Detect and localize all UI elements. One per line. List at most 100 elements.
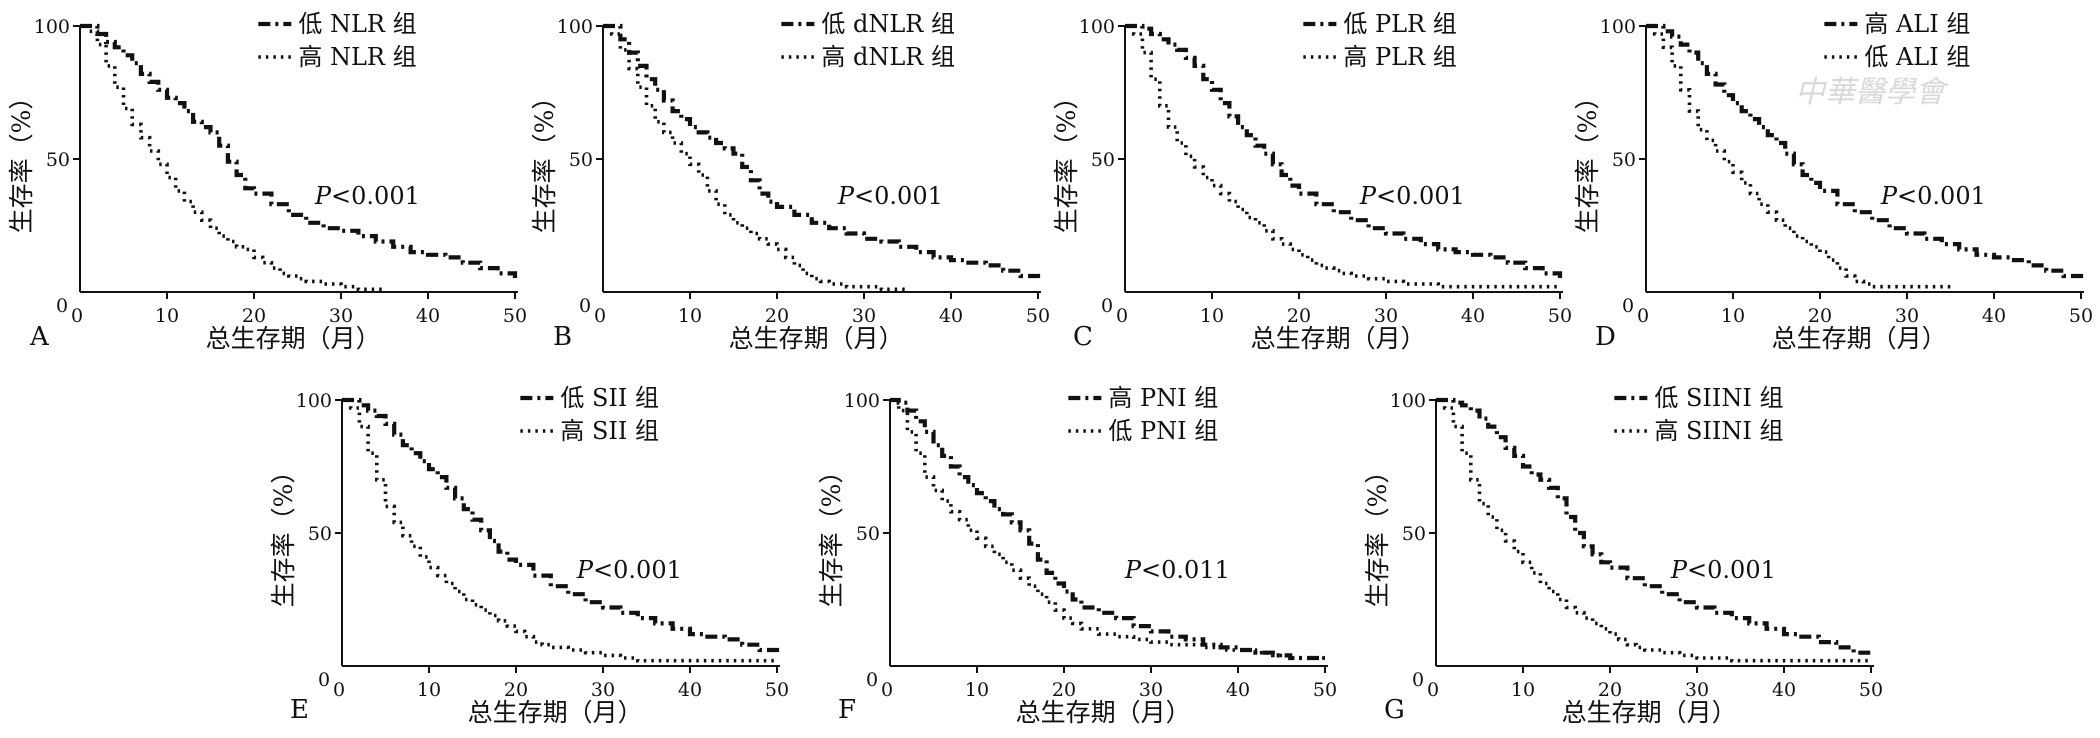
x-tick-label: 30 xyxy=(591,679,615,701)
panel-letter: F xyxy=(838,695,856,725)
km-panel-b: 10 20 30 40 50 00 50 100 总生存期（月） 生存率（%） B P<0.001 低 … xyxy=(530,10,1050,353)
p-value-label: P<0.011 xyxy=(1124,556,1230,584)
y-axis-label: 生存率（%） xyxy=(1573,85,1602,234)
x-axis-label: 总生存期（月） xyxy=(1772,324,1947,353)
p-value-label: P<0.001 xyxy=(837,182,943,210)
y-tick-label-origin: 0 xyxy=(56,295,68,317)
x-tick-label: 40 xyxy=(678,679,702,701)
legend-label: 低 ALI 组 xyxy=(1864,43,1970,71)
legend-label: 高 PNI 组 xyxy=(1108,384,1218,412)
y-axis-label: 生存率（%） xyxy=(1052,85,1081,234)
legend-label: 高 ALI 组 xyxy=(1864,10,1970,38)
y-tick-label-origin: 0 xyxy=(866,669,878,691)
x-tick-label: 10 xyxy=(965,679,989,701)
x-tick-label: 50 xyxy=(503,305,527,327)
km-panel-g: 10 20 30 40 50 00 50 100 总生存期（月） 生存率（%） G P<0.001 低 … xyxy=(1363,384,1883,727)
y-tick-label: 100 xyxy=(1079,16,1115,38)
km-curve-primary xyxy=(342,397,780,656)
x-tick-label: 40 xyxy=(939,305,963,327)
x-tick-label: 40 xyxy=(1982,305,2006,327)
x-tick-label: 40 xyxy=(1226,679,1250,701)
x-tick-label-origin: 0 xyxy=(1116,305,1128,327)
x-tick-label: 10 xyxy=(1511,679,1535,701)
y-tick-label: 100 xyxy=(557,16,593,38)
km-curve-primary xyxy=(890,397,1325,661)
y-axis-label: 生存率（%） xyxy=(1363,459,1392,608)
x-tick-label-origin: 0 xyxy=(881,679,893,701)
y-tick-label-origin: 0 xyxy=(579,295,591,317)
x-tick-label: 50 xyxy=(1548,305,1572,327)
y-axis-label: 生存率（%） xyxy=(7,85,36,234)
panel-letter: B xyxy=(553,322,572,352)
legend-label: 低 NLR 组 xyxy=(298,10,416,38)
y-tick-label: 100 xyxy=(296,390,332,412)
km-curve-primary xyxy=(603,23,1041,279)
y-tick-label-origin: 0 xyxy=(1101,295,1113,317)
y-axis-label: 生存率（%） xyxy=(817,459,846,608)
x-tick-label: 40 xyxy=(1461,305,1485,327)
y-tick-label: 50 xyxy=(856,523,880,545)
km-curve-secondary xyxy=(1125,24,1560,289)
legend-label: 低 SIINI 组 xyxy=(1654,384,1783,412)
x-tick-label: 30 xyxy=(1139,679,1163,701)
y-tick-label: 50 xyxy=(569,149,593,171)
x-tick-label: 30 xyxy=(852,305,876,327)
legend-label: 高 SIINI 组 xyxy=(1654,417,1783,445)
x-axis-label: 总生存期（月） xyxy=(1016,698,1191,727)
x-tick-label: 50 xyxy=(1313,679,1337,701)
y-axis-label: 生存率（%） xyxy=(530,85,559,234)
km-curve-primary xyxy=(1125,23,1563,279)
x-tick-label: 10 xyxy=(417,679,441,701)
x-tick-label-origin: 0 xyxy=(1637,305,1649,327)
legend-label: 低 SII 组 xyxy=(560,384,659,412)
y-tick-label-origin: 0 xyxy=(318,669,330,691)
x-tick-label: 50 xyxy=(765,679,789,701)
km-panel-c: 10 20 30 40 50 00 50 100 总生存期（月） 生存率（%） C P<0.001 低 … xyxy=(1052,10,1572,353)
legend-label: 低 PNI 组 xyxy=(1108,417,1218,445)
x-axis-label: 总生存期（月） xyxy=(1251,324,1426,353)
km-curve-primary xyxy=(1436,397,1874,656)
x-tick-label: 50 xyxy=(1859,679,1883,701)
watermark: 中華醫學會 xyxy=(1795,75,1949,110)
legend-label: 低 dNLR 组 xyxy=(821,10,955,38)
panel-letter: G xyxy=(1384,695,1405,725)
y-tick-label: 50 xyxy=(1402,523,1426,545)
p-value-label: P<0.001 xyxy=(1880,182,1986,210)
x-tick-label: 20 xyxy=(1808,305,1832,327)
x-tick-label: 20 xyxy=(1052,679,1076,701)
legend-label: 高 NLR 组 xyxy=(298,43,416,71)
x-tick-label: 20 xyxy=(765,305,789,327)
y-tick-label: 100 xyxy=(1600,16,1636,38)
p-value-label: P<0.001 xyxy=(1670,556,1776,584)
y-axis-label: 生存率（%） xyxy=(269,459,298,608)
y-tick-label: 50 xyxy=(1612,149,1636,171)
x-tick-label: 10 xyxy=(1200,305,1224,327)
p-value-label: P<0.001 xyxy=(576,556,682,584)
x-tick-label: 30 xyxy=(1895,305,1919,327)
x-tick-label: 40 xyxy=(1772,679,1796,701)
legend-label: 高 SII 组 xyxy=(560,417,659,445)
panel-letter: D xyxy=(1595,322,1616,352)
y-tick-label: 50 xyxy=(1091,149,1115,171)
km-panel-e: 10 20 30 40 50 00 50 100 总生存期（月） 生存率（%） E P<0.001 低 … xyxy=(269,384,789,727)
km-panel-f: 10 20 30 40 50 00 50 100 总生存期（月） 生存率（%） F P<0.011 高 … xyxy=(817,384,1337,727)
x-tick-label: 10 xyxy=(678,305,702,327)
x-tick-label: 20 xyxy=(504,679,528,701)
legend-label: 高 PLR 组 xyxy=(1343,43,1456,71)
p-value-label: P<0.001 xyxy=(1359,182,1465,210)
x-tick-label: 30 xyxy=(1685,679,1709,701)
y-tick-label: 50 xyxy=(46,149,70,171)
y-tick-label: 100 xyxy=(844,390,880,412)
panel-letter: A xyxy=(29,322,50,352)
legend-label: 低 PLR 组 xyxy=(1343,10,1456,38)
legend-label: 高 dNLR 组 xyxy=(821,43,955,71)
km-panel-d: 10 20 30 40 50 00 50 100 总生存期（月） 生存率（%） D P<0.001 高 … xyxy=(1573,10,2093,353)
y-tick-label: 50 xyxy=(308,523,332,545)
x-tick-label: 30 xyxy=(1374,305,1398,327)
x-tick-label: 20 xyxy=(1287,305,1311,327)
p-value-label: P<0.001 xyxy=(314,182,420,210)
y-tick-label: 100 xyxy=(34,16,70,38)
km-curve-primary xyxy=(80,23,518,279)
panel-letter: E xyxy=(290,695,309,725)
